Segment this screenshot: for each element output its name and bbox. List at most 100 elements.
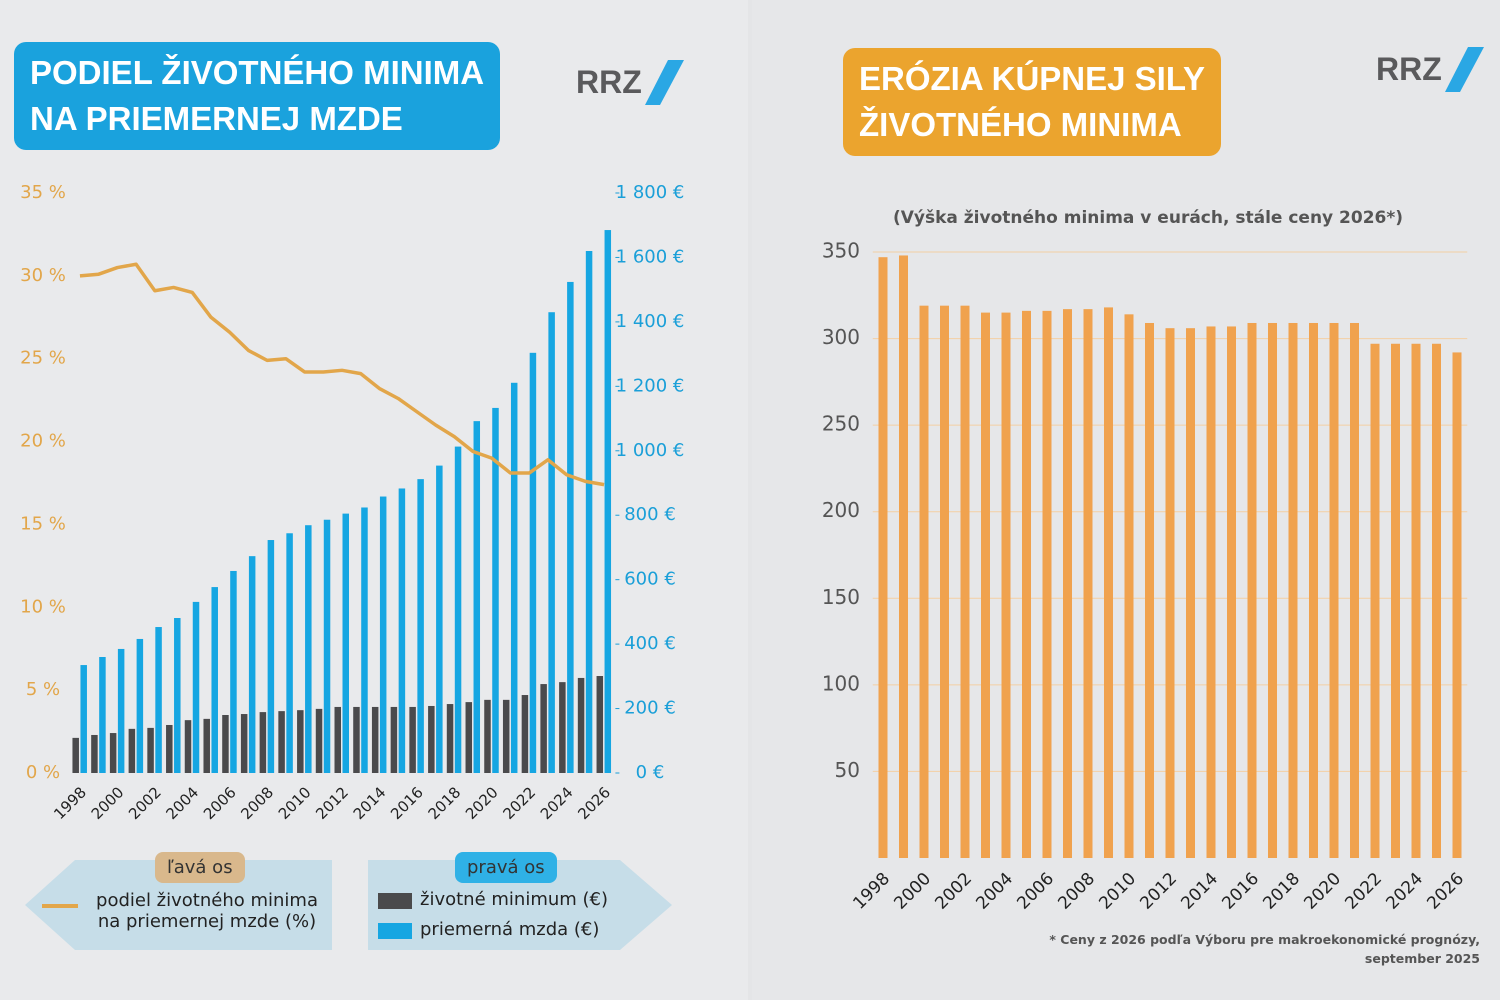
bar (1452, 352, 1462, 858)
logo: RRZ (1376, 51, 1442, 87)
title-line: ŽIVOTNÉHO MINIMA (859, 106, 1182, 143)
y-tick-label: 20 % (20, 431, 66, 452)
bar (465, 702, 473, 773)
line (79, 262, 605, 487)
legend-entry: podiel životného minima na priemernej mz… (96, 890, 318, 932)
bar (1001, 312, 1011, 859)
bar (99, 657, 106, 773)
bar (417, 479, 424, 773)
bar (981, 312, 990, 859)
bar (230, 570, 237, 773)
bar (521, 695, 529, 773)
logo: RRZ (576, 64, 642, 100)
bar (1391, 343, 1400, 858)
bar (940, 305, 949, 858)
legend-left-arrow (25, 860, 332, 950)
bar (342, 513, 349, 773)
y2-tick-label: 1 400 € (616, 311, 685, 332)
bar (446, 704, 454, 773)
y-tick-label: 15 % (20, 513, 66, 534)
bar (315, 708, 323, 773)
bar (1083, 309, 1093, 858)
bar (323, 519, 331, 773)
legend-badge: pravá os (455, 852, 557, 883)
bar (548, 312, 555, 773)
legend-swatch (378, 923, 412, 939)
bar (305, 525, 312, 773)
bar (117, 648, 125, 773)
bar (559, 682, 566, 773)
y2-tick-label: 1 800 € (616, 182, 685, 203)
bar (211, 587, 218, 773)
y2-tick-label: 600 € (624, 569, 676, 590)
bar (353, 706, 360, 773)
chart-title: PODIEL ŽIVOTNÉHO MINIMA NA PRIEMERNEJ MZ… (14, 42, 501, 150)
bar (91, 734, 98, 773)
y2-tick-label: 0 € (636, 762, 665, 783)
bar (1309, 322, 1318, 858)
bar (1104, 307, 1113, 858)
y-tick-label: 250 (822, 412, 860, 436)
bar (567, 281, 574, 773)
bar (136, 638, 144, 773)
bar (390, 706, 398, 773)
bar (454, 446, 462, 773)
bar (184, 720, 192, 773)
bar (596, 676, 604, 773)
bar (1124, 314, 1134, 858)
bar (1329, 322, 1339, 858)
legend-entry: priemerná mzda (€) (420, 919, 600, 940)
bar (1022, 310, 1031, 859)
bar (1288, 322, 1298, 858)
y-tick-label: 5 % (26, 679, 60, 700)
legend-swatch (378, 893, 412, 909)
bar (1247, 322, 1257, 858)
bar (436, 465, 443, 773)
bar (585, 251, 593, 773)
title-line: ERÓZIA KÚPNEJ SILY (859, 60, 1205, 97)
y-tick-label: 10 % (20, 596, 66, 617)
bar (361, 507, 368, 773)
chart-subtitle: (Výška životného minima v eurách, stále … (893, 208, 1403, 228)
bar (540, 684, 547, 773)
bar (1042, 310, 1052, 859)
logo-mark (1445, 47, 1484, 92)
y2-tick-label: 800 € (624, 504, 676, 525)
bar (1145, 322, 1154, 858)
logo-mark (645, 60, 684, 105)
bar (878, 257, 888, 858)
bar (80, 665, 87, 773)
bar (960, 305, 970, 858)
legend-right-arrow (368, 860, 672, 950)
bar (259, 712, 267, 773)
bar (473, 421, 481, 773)
bar (1227, 326, 1236, 858)
y-tick-label: 25 % (20, 348, 66, 369)
y-tick-label: 35 % (20, 182, 66, 203)
bar (278, 711, 285, 773)
legend-badge: ľavá os (155, 852, 245, 883)
y-tick-label: 150 (822, 585, 860, 609)
bar (174, 618, 181, 773)
bar (1063, 309, 1072, 858)
bar (72, 737, 79, 773)
bar (1268, 322, 1277, 858)
y2-tick-label: 1 000 € (616, 440, 685, 461)
bar (919, 305, 929, 858)
bar (1370, 343, 1380, 858)
bar (1206, 326, 1216, 858)
bar (428, 705, 435, 773)
y-tick-label: 30 % (20, 265, 66, 286)
bar (334, 706, 341, 773)
y2-tick-label: 1 600 € (616, 246, 685, 267)
bar (297, 710, 304, 773)
left-panel (0, 0, 748, 1000)
footnote: * Ceny z 2026 podľa Výboru pre makroekon… (1049, 932, 1480, 966)
bar (109, 733, 117, 773)
y-tick-label: 100 (822, 671, 860, 695)
title-line: PODIEL ŽIVOTNÉHO MINIMA (30, 54, 485, 91)
bar (604, 230, 612, 774)
bar (1186, 328, 1195, 858)
